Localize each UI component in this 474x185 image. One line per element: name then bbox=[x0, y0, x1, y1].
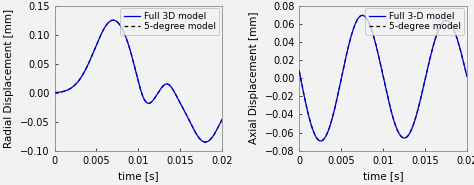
Line: 5-degree model: 5-degree model bbox=[55, 20, 222, 142]
5-degree model bbox=[214, 128, 220, 130]
5-degree model bbox=[123, 37, 129, 39]
Legend: Full 3D model, 5-degree model: Full 3D model, 5-degree model bbox=[120, 8, 219, 35]
Full 3-D model bbox=[464, 75, 470, 78]
5-degree model bbox=[459, 54, 465, 57]
Full 3D model bbox=[123, 37, 129, 39]
Full 3-D model bbox=[368, 27, 374, 29]
5-degree model bbox=[464, 75, 470, 78]
5-degree model bbox=[131, 64, 137, 66]
5-degree model bbox=[359, 14, 365, 16]
Full 3D model bbox=[131, 64, 137, 66]
Full 3D model bbox=[202, 141, 208, 143]
5-degree model bbox=[368, 27, 374, 29]
5-degree model bbox=[296, 70, 302, 72]
X-axis label: time [s]: time [s] bbox=[363, 171, 403, 181]
X-axis label: time [s]: time [s] bbox=[118, 171, 159, 181]
Full 3-D model bbox=[376, 56, 382, 59]
5-degree model bbox=[52, 92, 57, 94]
Y-axis label: Axial Displacement [mm]: Axial Displacement [mm] bbox=[249, 12, 259, 144]
5-degree model bbox=[318, 140, 324, 142]
5-degree model bbox=[206, 140, 211, 142]
Full 3D model bbox=[173, 95, 179, 97]
Full 3D model bbox=[122, 34, 128, 36]
Full 3-D model bbox=[296, 70, 302, 72]
Full 3-D model bbox=[359, 14, 365, 16]
Full 3-D model bbox=[418, 96, 424, 98]
5-degree model bbox=[219, 118, 225, 120]
5-degree model bbox=[418, 96, 424, 98]
5-degree model bbox=[173, 95, 179, 97]
Y-axis label: Radial Displacement [mm]: Radial Displacement [mm] bbox=[4, 9, 15, 148]
5-degree model bbox=[367, 24, 373, 26]
Line: Full 3-D model: Full 3-D model bbox=[299, 15, 467, 141]
Legend: Full 3-D model, 5-degree model: Full 3-D model, 5-degree model bbox=[365, 8, 464, 35]
Line: 5-degree model: 5-degree model bbox=[299, 15, 467, 141]
Full 3-D model bbox=[451, 28, 456, 30]
Full 3D model bbox=[52, 92, 57, 94]
5-degree model bbox=[122, 34, 128, 36]
Full 3-D model bbox=[318, 140, 324, 142]
Full 3D model bbox=[214, 128, 220, 130]
5-degree model bbox=[202, 141, 208, 143]
Full 3D model bbox=[206, 140, 211, 142]
Full 3-D model bbox=[367, 24, 373, 26]
5-degree model bbox=[451, 28, 456, 30]
Full 3-D model bbox=[459, 54, 465, 57]
5-degree model bbox=[110, 19, 116, 21]
5-degree model bbox=[376, 56, 382, 59]
Full 3D model bbox=[219, 118, 225, 120]
Full 3D model bbox=[110, 19, 116, 21]
Line: Full 3D model: Full 3D model bbox=[55, 20, 222, 142]
